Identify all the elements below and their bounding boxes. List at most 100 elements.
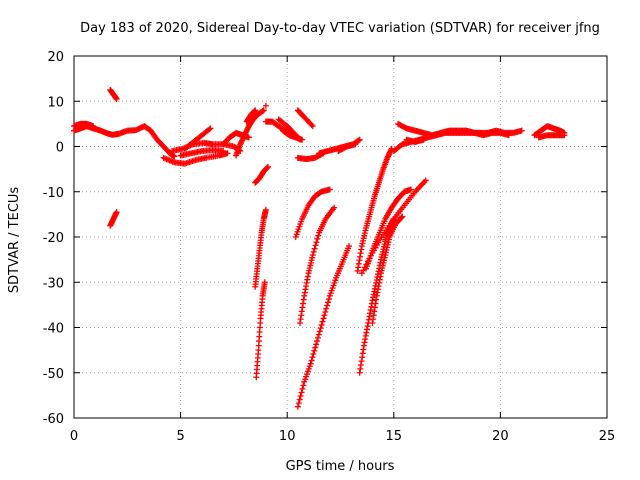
x-tick-label: 25 (599, 429, 616, 444)
data-point (307, 360, 314, 367)
series-arc-13 (262, 102, 269, 109)
data-point (314, 334, 321, 341)
data-point (171, 153, 178, 160)
series-arc-07 (177, 147, 227, 159)
data-point (207, 125, 214, 132)
data-point (299, 136, 306, 143)
data-point (309, 252, 316, 259)
series-arc-03 (107, 86, 120, 102)
series-arc-02 (71, 120, 97, 130)
data-points (71, 86, 568, 410)
series-arc-21 (253, 279, 268, 381)
data-point (309, 123, 316, 130)
data-point (356, 136, 363, 143)
data-point (325, 299, 332, 306)
data-point (312, 242, 319, 249)
data-point (261, 279, 268, 286)
y-tick-label: -30 (43, 276, 64, 291)
data-point (407, 186, 414, 193)
data-point (220, 148, 227, 155)
data-point (295, 400, 302, 407)
data-point (308, 121, 315, 128)
data-point (326, 186, 333, 193)
y-tick-label: 20 (47, 50, 64, 65)
series-arc-35 (535, 132, 568, 141)
series-arc-16 (279, 127, 306, 143)
data-point (206, 126, 213, 133)
data-point (224, 150, 231, 157)
data-point (315, 331, 322, 338)
grid-lines (74, 56, 607, 418)
data-point (315, 232, 322, 239)
y-tick-label: -10 (43, 186, 64, 201)
data-point (310, 248, 317, 255)
data-point (505, 132, 512, 139)
data-point (420, 136, 427, 143)
series-arc-12 (252, 163, 272, 186)
series-arc-30 (358, 177, 429, 277)
y-axis-title: SDTVAR / TECUs (7, 187, 22, 294)
data-point (297, 393, 304, 400)
series-arc-22 (252, 206, 269, 290)
series-arc-05 (160, 150, 231, 167)
data-point (311, 347, 318, 354)
x-axis-title: GPS time / hours (286, 459, 395, 474)
data-point (318, 321, 325, 328)
data-point (323, 305, 330, 312)
series-arc-23 (294, 243, 353, 410)
data-point (398, 214, 405, 221)
series-arc-11 (243, 107, 259, 125)
data-point (298, 389, 305, 396)
data-point (310, 351, 317, 358)
data-point (314, 338, 321, 345)
y-tick-label: -50 (43, 367, 64, 382)
x-tick-label: 20 (492, 429, 509, 444)
x-tick-label: 0 (70, 429, 78, 444)
data-point (299, 385, 306, 392)
data-point (352, 141, 359, 148)
data-point (90, 123, 97, 130)
data-point (313, 239, 320, 246)
plot-frame (73, 55, 608, 419)
series-arc-24 (296, 204, 338, 326)
data-point (319, 318, 326, 325)
y-tick-label: -60 (43, 412, 64, 427)
data-point (294, 403, 301, 410)
data-point (260, 107, 267, 114)
y-tick-label: 10 (47, 95, 64, 110)
series-arc-28 (369, 213, 406, 326)
y-tick-label: -40 (43, 322, 64, 337)
series-arc-26 (356, 215, 397, 376)
data-point (262, 206, 269, 213)
y-tick-label: 0 (56, 141, 64, 156)
series-arc-25 (292, 186, 333, 240)
data-point (245, 134, 252, 141)
data-point (331, 204, 338, 211)
data-point (324, 302, 331, 309)
x-tick-label: 5 (176, 429, 184, 444)
data-point (113, 209, 120, 216)
series-arc-10 (233, 107, 267, 159)
data-point (300, 382, 307, 389)
data-point (252, 107, 259, 114)
data-point (316, 328, 323, 335)
data-point (296, 396, 303, 403)
data-point (309, 354, 316, 361)
series-arc-33 (403, 136, 427, 145)
data-point (262, 102, 269, 109)
data-point (422, 177, 429, 184)
data-point (313, 341, 320, 348)
data-point (518, 127, 525, 134)
series-arc-32 (395, 120, 512, 139)
x-tick-label: 10 (279, 429, 296, 444)
data-point (113, 95, 120, 102)
y-tick-label: -20 (43, 231, 64, 246)
x-tick-label: 15 (386, 429, 403, 444)
data-point (311, 245, 318, 252)
data-point (346, 243, 353, 250)
series-arc-17 (294, 107, 316, 130)
data-point (320, 315, 327, 322)
data-point (312, 344, 319, 351)
data-point (317, 325, 324, 332)
